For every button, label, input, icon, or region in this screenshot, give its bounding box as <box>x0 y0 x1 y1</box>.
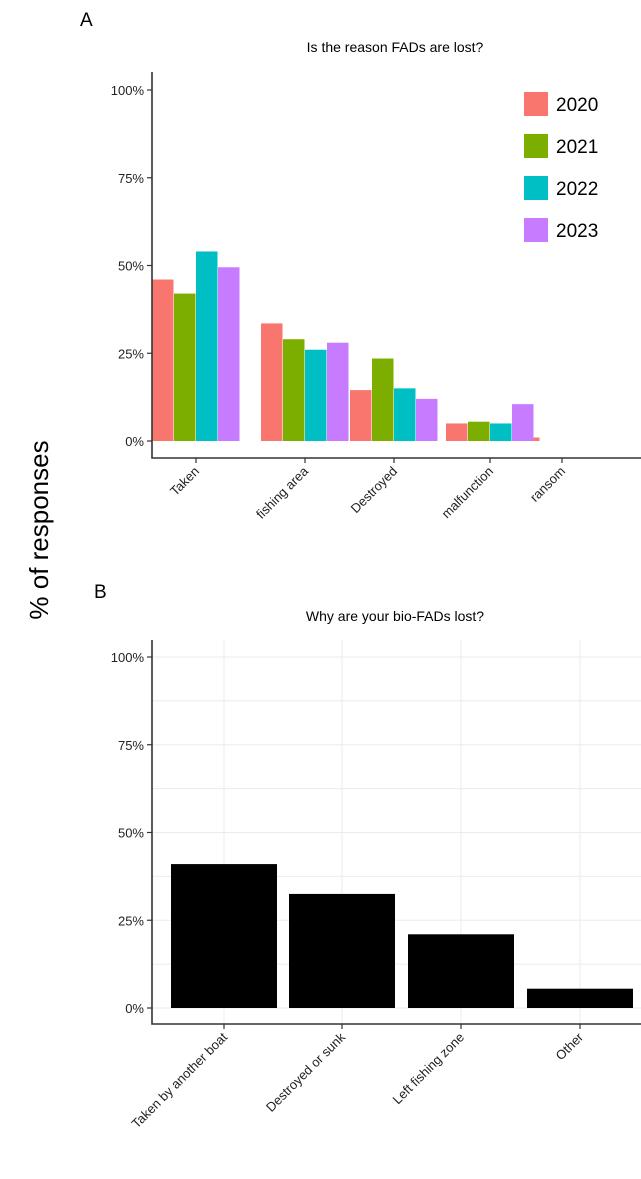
panel-b-bar <box>289 893 395 1008</box>
panel-b-ytick-label: 25% <box>118 913 144 928</box>
panel-a-xtick-label: ransom <box>527 464 568 505</box>
panel-a-bar-2020 <box>350 390 372 441</box>
panel-a-bar-2020 <box>261 323 283 441</box>
panel-a-bar-2021 <box>283 339 305 441</box>
panel-b-xtick-label: Other <box>553 1029 587 1063</box>
panel-a-bar-2020 <box>446 423 468 441</box>
panel-a-bar-2023 <box>218 267 240 441</box>
panel-a-bar-2023 <box>512 404 534 441</box>
panel-b-title: Why are your bio-FADs lost? <box>306 608 484 624</box>
panel-b: B Why are your bio-FADs lost? 0% 25% 50% 75… <box>94 582 641 1131</box>
legend-label-2023: 2023 <box>556 221 598 242</box>
panel-a-ytick-label: 25% <box>118 346 144 361</box>
panel-a-bar-2022 <box>196 251 218 441</box>
panel-b-ytick-label: 50% <box>118 826 144 841</box>
panel-a-ytick-label: 75% <box>118 171 144 186</box>
panel-a-bar-2021 <box>372 358 394 441</box>
panel-a-xtick-label: Taken <box>167 464 202 499</box>
panel-b-axes <box>151 640 641 1025</box>
panel-a-ytick-label: 0% <box>125 434 144 449</box>
legend-label-2020: 2020 <box>556 95 598 116</box>
panel-a-bar-2021 <box>468 421 490 441</box>
panel-a-bar-2020 <box>152 279 174 441</box>
panel-b-ytick-label: 75% <box>118 738 144 753</box>
panel-a-bar-2022 <box>305 349 327 441</box>
panel-a-legend: 2020 2021 2022 2023 <box>524 92 598 242</box>
legend-label-2022: 2022 <box>556 179 598 200</box>
panel-a-bar-2022 <box>394 388 416 441</box>
y-axis-title: % of responses <box>24 440 54 619</box>
panel-a-ytick-label: 100% <box>111 83 145 98</box>
panel-a-bar-2021 <box>174 293 196 441</box>
panel-b-ytick-label: 100% <box>111 650 145 665</box>
panel-a-xtick-label: Destroyed <box>348 464 401 517</box>
panel-b-xtick-label: Destroyed or sunk <box>263 1029 349 1115</box>
panel-a-xtick-label: malfunction <box>439 464 497 522</box>
legend-swatch-2022 <box>524 176 548 200</box>
panel-a-axes <box>151 72 641 459</box>
panel-a-ytick-label: 50% <box>118 259 144 274</box>
legend-swatch-2020 <box>524 92 548 116</box>
panel-b-bar <box>527 988 633 1008</box>
panel-b-xtick-label: Taken by another boat <box>129 1029 231 1131</box>
panel-b-bar <box>171 864 277 1008</box>
panel-b-letter: B <box>94 582 107 603</box>
panel-a: A Is the reason FADs are lost? 0% 25% 50% 7… <box>80 10 641 522</box>
panel-b-ytick-label: 0% <box>125 1001 144 1016</box>
panel-b-bar <box>408 934 514 1008</box>
panel-a-bar-2023 <box>416 398 438 441</box>
legend-swatch-2023 <box>524 218 548 242</box>
panel-a-bar-2022 <box>490 423 512 441</box>
panel-a-title: Is the reason FADs are lost? <box>307 39 484 55</box>
panel-a-xtick-label: fishing area <box>253 463 312 522</box>
panel-a-bar-2023 <box>327 342 349 441</box>
legend-swatch-2021 <box>524 134 548 158</box>
legend-label-2021: 2021 <box>556 137 598 158</box>
panel-b-xtick-label: Left fishing zone <box>390 1030 468 1108</box>
panel-a-letter: A <box>80 10 93 31</box>
